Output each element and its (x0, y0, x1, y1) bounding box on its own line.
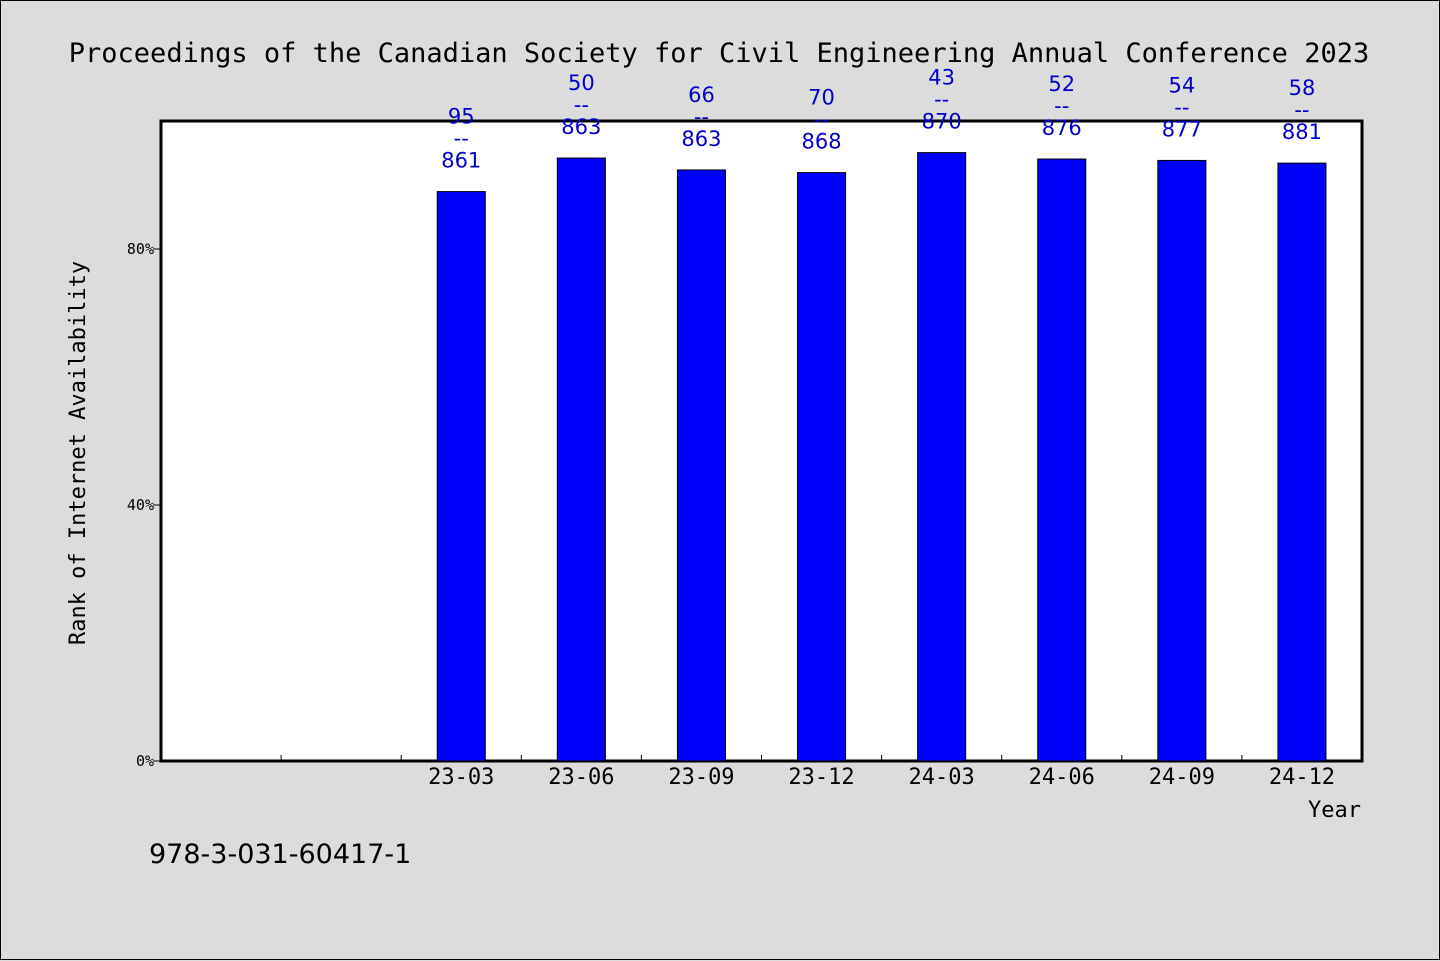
bar-data-label: 877 (1162, 117, 1202, 141)
x-axis: 23-03 23-06 23-09 23-12 24-03 24-06 24-09 24-12 (280, 755, 1335, 790)
y-tick-label: 80% (127, 240, 154, 258)
bar (797, 172, 847, 762)
bar (1037, 158, 1087, 762)
bar-data-label: 70 (808, 86, 835, 110)
bar-data-label: 58 (1289, 76, 1316, 100)
bar-data-label: 863 (561, 115, 601, 139)
bar-data-label: 876 (1042, 116, 1082, 140)
bar (676, 169, 726, 762)
bar-data-label: 863 (681, 127, 721, 151)
bar-data-label: -- (814, 108, 829, 132)
chart-title: Proceedings of the Canadian Society for … (69, 38, 1369, 69)
bar-data-label: 54 (1168, 73, 1195, 97)
x-tick-label: 24-06 (1029, 765, 1095, 790)
x-tick-label: 24-12 (1269, 765, 1335, 790)
bar (1157, 159, 1207, 762)
bars-group (436, 152, 1327, 762)
bar-data-label: -- (1294, 98, 1309, 122)
y-axis-label: Rank of Internet Availability (66, 261, 91, 645)
bar-data-label: 43 (928, 66, 955, 90)
bar (436, 191, 486, 762)
bar-data-label: 868 (802, 130, 842, 154)
x-axis-label: Year (1308, 798, 1361, 823)
bar-data-label: -- (574, 93, 589, 117)
bar-data-label: -- (1174, 95, 1189, 119)
bar-data-label: -- (694, 105, 709, 129)
x-tick-label: 24-03 (909, 765, 975, 790)
x-tick-label: 23-09 (668, 765, 734, 790)
bar-data-label: 52 (1048, 72, 1075, 96)
bar-data-label: -- (934, 88, 949, 112)
x-tick-label: 23-12 (788, 765, 854, 790)
bar (1277, 162, 1327, 762)
bar-data-label: 861 (441, 149, 481, 173)
bar (917, 152, 967, 762)
bar-labels-group: 861--95 863--50863--66868--70870--43876--… (441, 66, 1322, 173)
y-axis: 0% 40% 80% (127, 240, 161, 770)
bar-data-label: 95 (448, 105, 475, 129)
x-tick-label: 24-09 (1149, 765, 1215, 790)
y-tick-label: 40% (127, 496, 154, 514)
x-tick-label: 23-03 (428, 765, 494, 790)
bar-data-label: 50 (568, 71, 595, 95)
bar-data-label: 881 (1282, 120, 1322, 144)
y-tick-label: 0% (136, 752, 154, 770)
bar-data-label: -- (1054, 94, 1069, 118)
bar-data-label: 66 (688, 83, 715, 107)
bar (556, 157, 606, 762)
bar-data-label: -- (454, 127, 469, 151)
x-tick-label: 23-06 (548, 765, 614, 790)
bar-data-label: 870 (922, 110, 962, 134)
footer-isbn: 978-3-031-60417-1 (149, 839, 411, 870)
